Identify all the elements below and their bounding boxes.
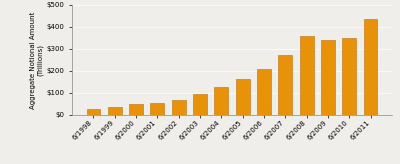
Bar (236, 79, 250, 115)
Bar (129, 104, 143, 115)
Bar (257, 69, 271, 115)
Bar (108, 107, 122, 115)
Bar (364, 19, 378, 115)
Bar (150, 103, 164, 115)
Y-axis label: Aggregate Notional Amount
(Trillions): Aggregate Notional Amount (Trillions) (30, 11, 44, 109)
Bar (193, 94, 207, 115)
Bar (342, 38, 356, 115)
Bar (278, 55, 292, 115)
Bar (86, 109, 100, 115)
Bar (300, 36, 314, 115)
Bar (321, 40, 335, 115)
Bar (172, 100, 186, 115)
Bar (214, 87, 228, 115)
